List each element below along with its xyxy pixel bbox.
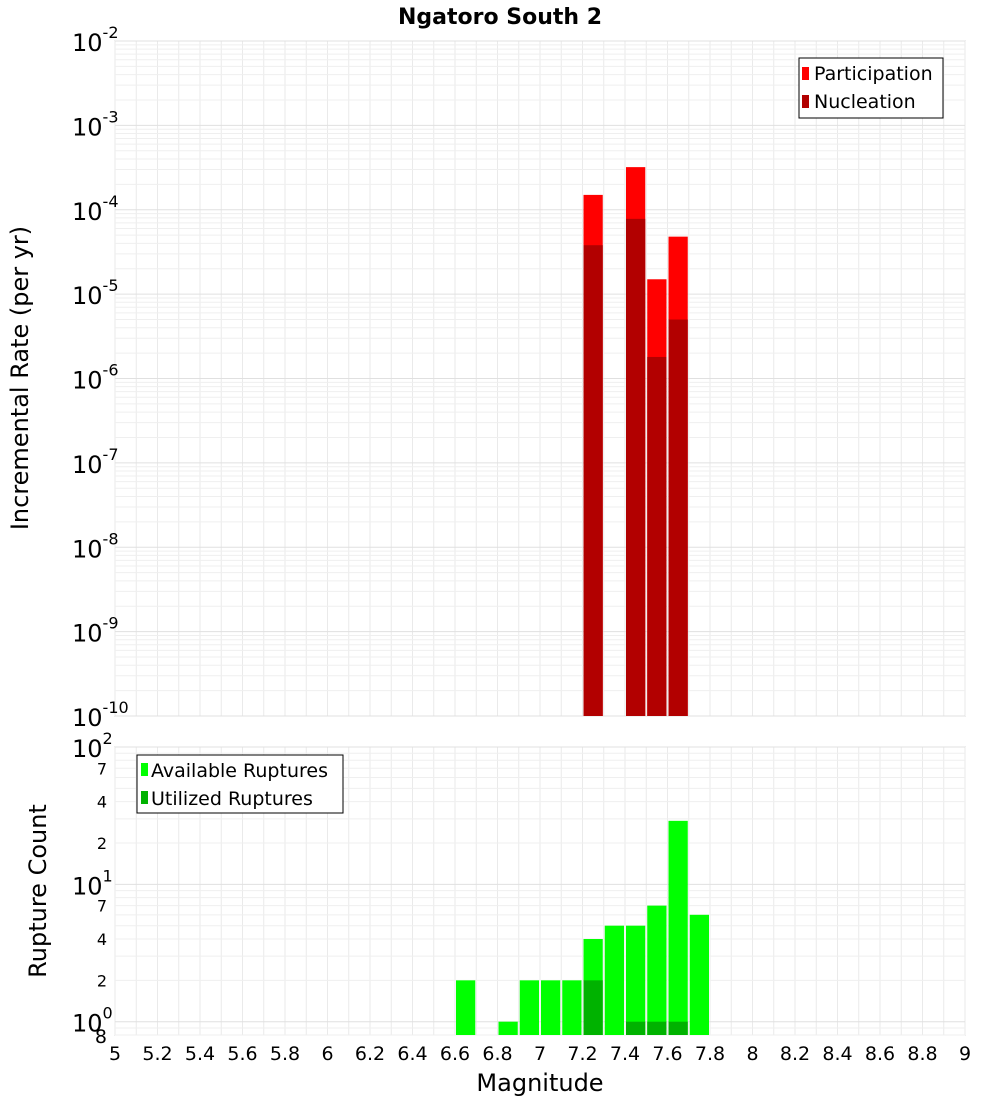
legend-swatch-available (141, 763, 148, 776)
bar-available-ruptures (456, 980, 476, 1035)
x-tick-label: 8.6 (865, 1043, 895, 1065)
legend-label-nucleation: Nucleation (814, 91, 916, 113)
x-tick-label: 7.2 (567, 1043, 597, 1065)
bar-available-ruptures (626, 925, 646, 1035)
y-tick-label: 10-5 (72, 276, 119, 310)
legend-swatch-nucleation (802, 95, 809, 108)
y-minor-tick-label: 4 (97, 793, 107, 812)
x-tick-label: 6.4 (397, 1043, 427, 1065)
bar-utilized-ruptures (626, 1021, 646, 1035)
y-min-tick-label: 8 (95, 1026, 107, 1048)
x-tick-label: 7.4 (610, 1043, 640, 1065)
y-tick-label: 101 (72, 866, 113, 900)
y-minor-tick-label: 2 (97, 834, 107, 853)
bar-nucleation (626, 218, 646, 716)
bar-nucleation (583, 245, 603, 717)
x-tick-label: 8.8 (907, 1043, 937, 1065)
x-tick-label: 5 (109, 1043, 121, 1065)
legend-label-participation: Participation (814, 63, 933, 85)
bar-available-ruptures (498, 1021, 518, 1035)
bar-nucleation (647, 356, 667, 716)
bar-utilized-ruptures (647, 1021, 667, 1035)
rate-legend: Participation Nucleation (798, 57, 944, 119)
x-tick-label: 6 (321, 1043, 333, 1065)
chart-title: Ngatoro South 2 (398, 5, 602, 30)
x-tick-label: 8 (746, 1043, 758, 1065)
rate-panel: 10-10 10-9 10-8 10-7 10-6 10-5 10-4 10-3 10-2 In… (6, 23, 966, 732)
x-tick-label: 8.2 (780, 1043, 810, 1065)
rate-bars (583, 167, 688, 717)
y-tick-label: 102 (72, 729, 113, 763)
y-tick-label: 10-9 (72, 614, 119, 648)
x-tick-label: 5.2 (142, 1043, 172, 1065)
legend-label-utilized: Utilized Ruptures (151, 788, 313, 810)
y-tick-label: 10-6 (72, 361, 119, 395)
x-tick-label: 5.6 (227, 1043, 257, 1065)
x-tick-label: 7 (534, 1043, 546, 1065)
x-tick-label: 7.6 (652, 1043, 682, 1065)
y-tick-label: 10-8 (72, 529, 119, 563)
x-tick-label: 6.6 (440, 1043, 470, 1065)
y-minor-tick-label: 4 (97, 930, 107, 949)
x-axis-label: Magnitude (476, 1069, 603, 1097)
x-tick-label: 5.8 (270, 1043, 300, 1065)
y-tick-label: 10-4 (72, 192, 119, 226)
bar-available-ruptures (604, 925, 624, 1035)
y-minor-tick-label: 7 (97, 759, 107, 778)
rate-y-axis-label: Incremental Rate (per yr) (6, 226, 34, 530)
count-legend: Available Ruptures Utilized Ruptures (136, 754, 344, 814)
x-tick-label: 9 (959, 1043, 971, 1065)
x-tick-label: 6.8 (482, 1043, 512, 1065)
y-tick-label: 10-7 (72, 445, 119, 479)
x-tick-label: 8.4 (822, 1043, 852, 1065)
legend-swatch-participation (802, 67, 809, 80)
y-minor-tick-label: 2 (97, 971, 107, 990)
bar-available-ruptures (541, 980, 561, 1035)
y-tick-label: 10-10 (72, 698, 129, 732)
legend-label-available: Available Ruptures (151, 760, 328, 782)
y-tick-label: 10-3 (72, 107, 119, 141)
legend-swatch-utilized (141, 791, 148, 804)
y-tick-label: 10-2 (72, 23, 119, 57)
bar-available-ruptures (647, 905, 667, 1035)
bar-nucleation (668, 319, 688, 716)
rate-grid (114, 40, 966, 717)
x-tick-labels: 5 5.2 5.4 5.6 5.8 6 6.2 6.4 6.6 6.8 7 7.2 7.4 7.6 7.8 8… (109, 1043, 971, 1065)
bar-available-ruptures (668, 820, 688, 1035)
x-tick-label: 6.2 (355, 1043, 385, 1065)
bar-utilized-ruptures (583, 980, 603, 1035)
bar-available-ruptures (689, 914, 709, 1035)
count-bars (456, 820, 709, 1035)
bar-available-ruptures (562, 980, 582, 1035)
bar-available-ruptures (519, 980, 539, 1035)
count-y-axis-label: Rupture Count (24, 804, 52, 978)
x-tick-label: 5.4 (185, 1043, 215, 1065)
y-minor-tick-label: 7 (97, 897, 107, 916)
x-tick-label: 7.8 (695, 1043, 725, 1065)
bar-utilized-ruptures (668, 1021, 688, 1035)
